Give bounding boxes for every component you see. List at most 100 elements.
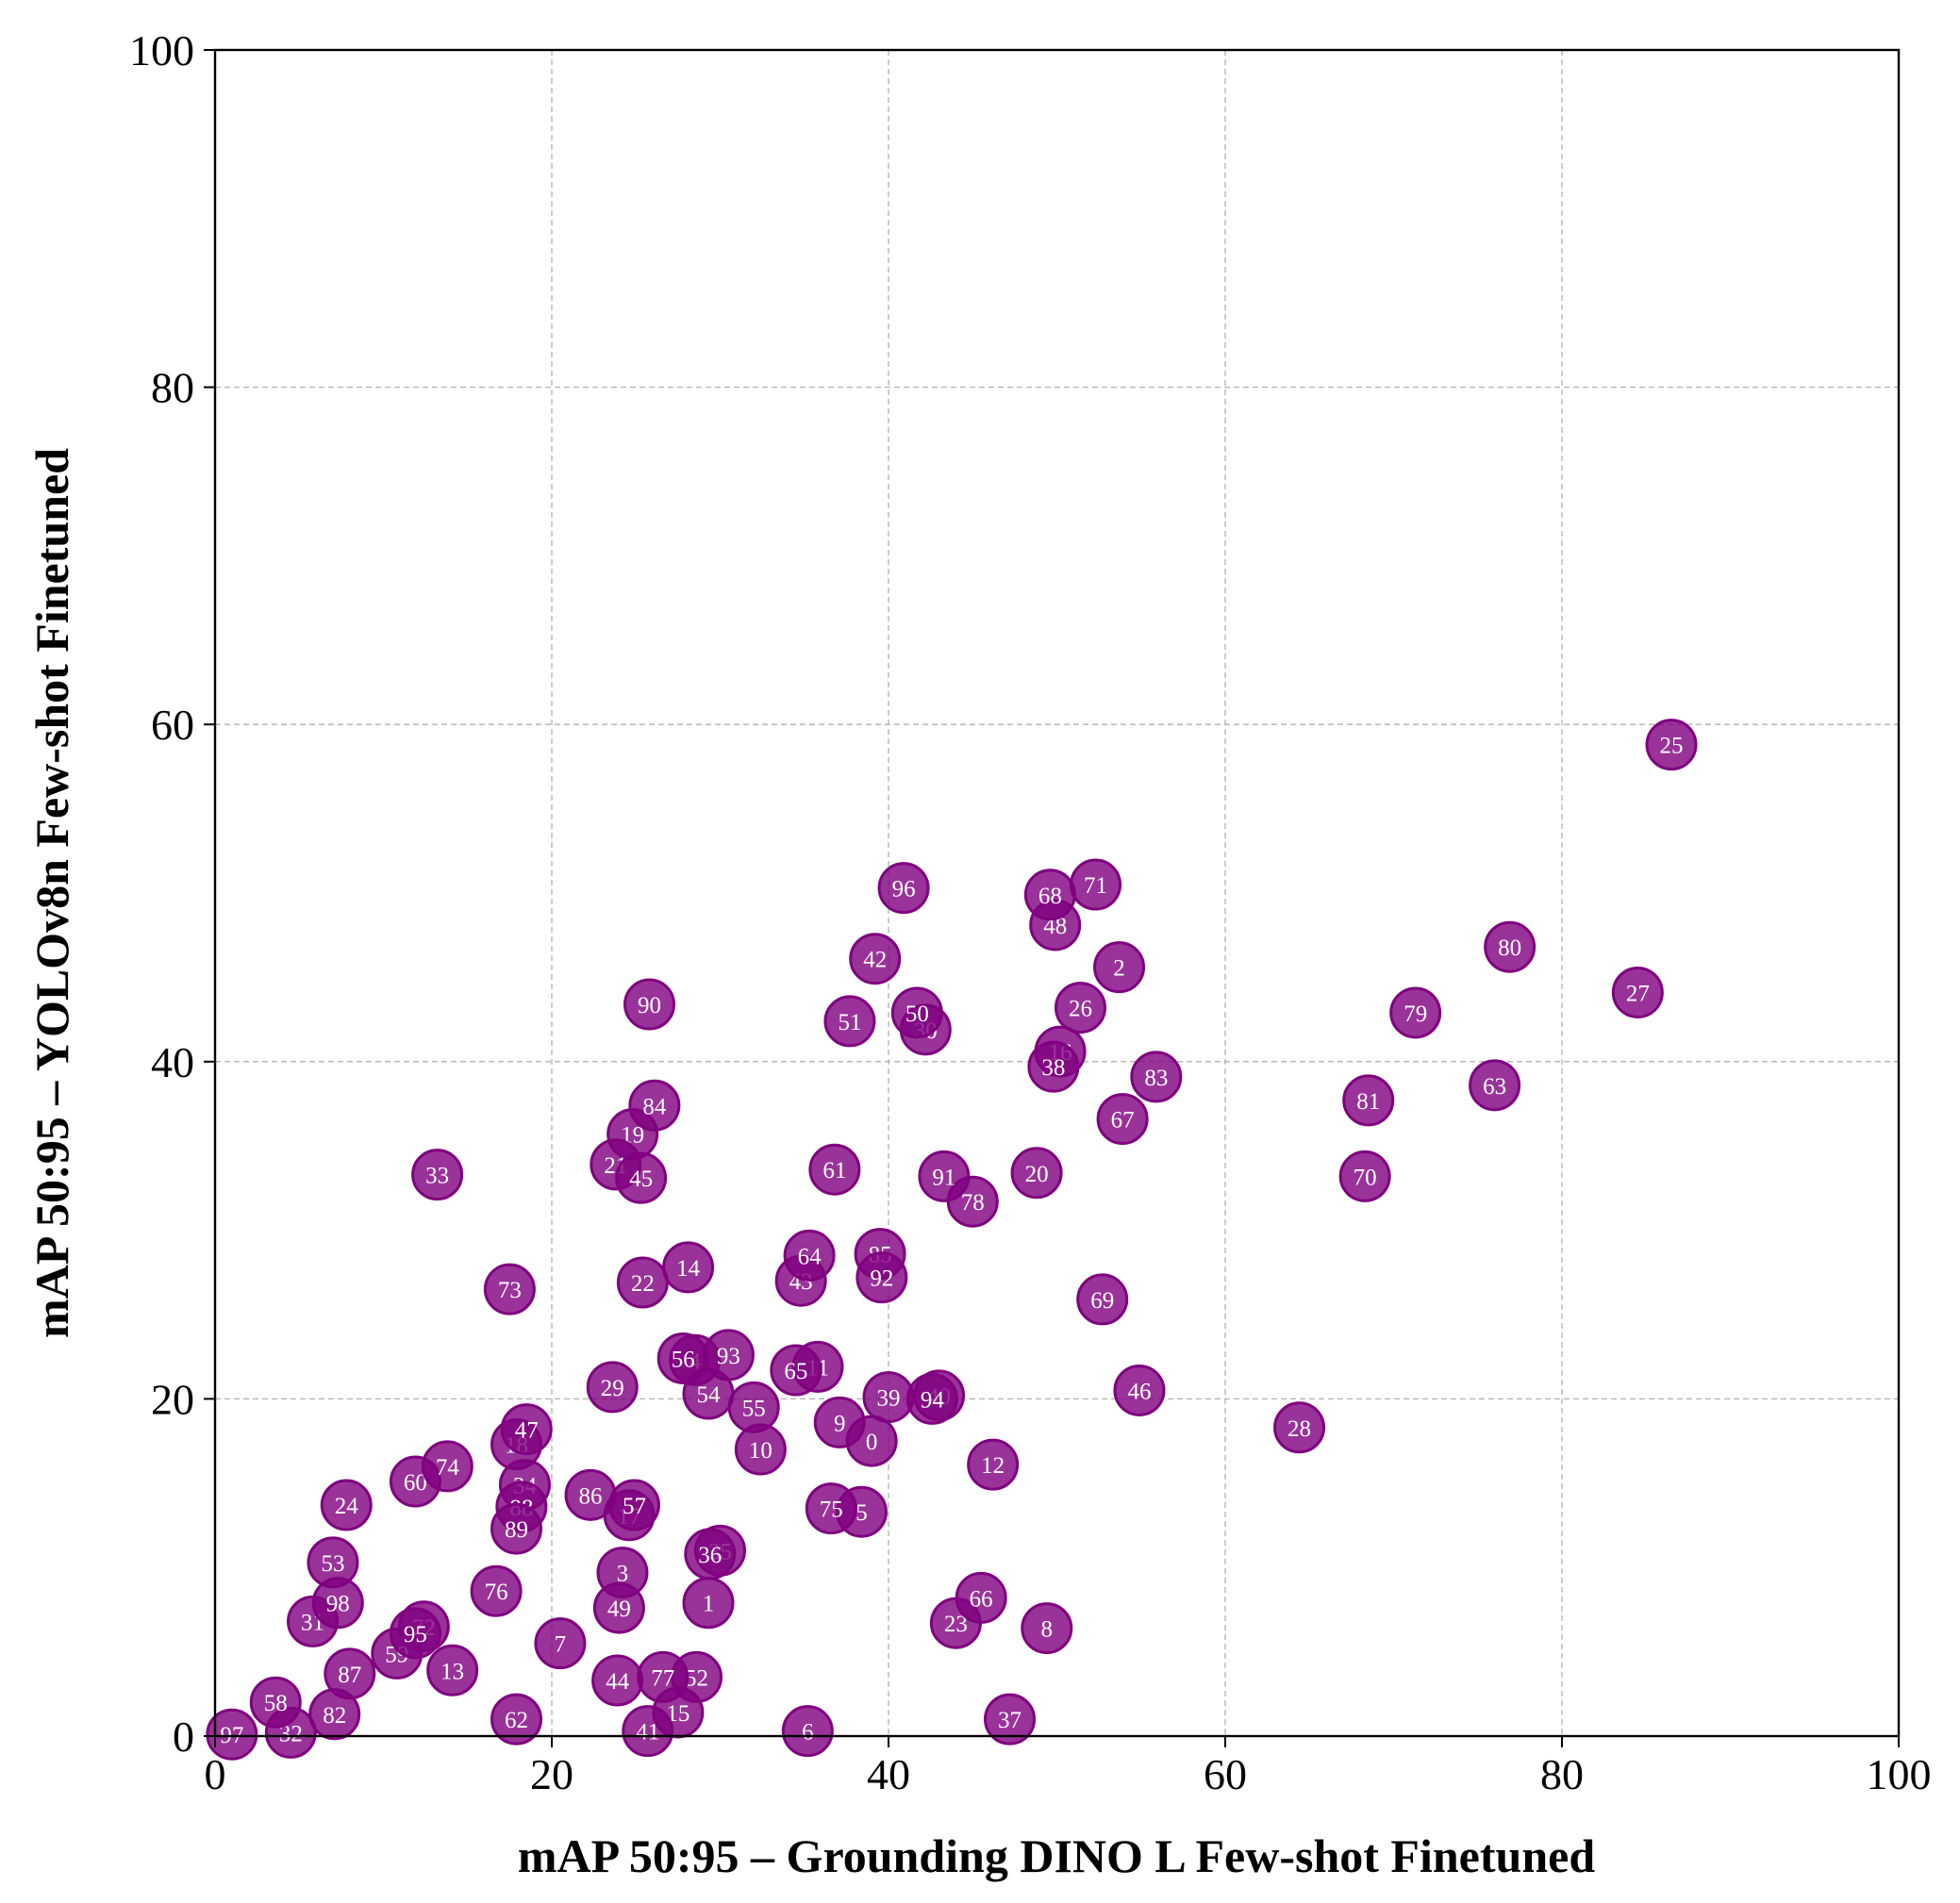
data-point: 86 bbox=[564, 1468, 617, 1521]
data-point: 84 bbox=[628, 1079, 681, 1132]
point-marker bbox=[702, 1329, 755, 1382]
data-point: 54 bbox=[682, 1367, 735, 1420]
point-label: 95 bbox=[404, 1622, 427, 1647]
data-point: 81 bbox=[1342, 1074, 1395, 1127]
point-marker bbox=[783, 1229, 836, 1282]
data-point: 46 bbox=[1113, 1364, 1166, 1416]
point-label: 55 bbox=[742, 1396, 766, 1421]
point-marker bbox=[628, 1079, 681, 1132]
data-point: 2 bbox=[1093, 941, 1146, 994]
point-marker bbox=[622, 1705, 674, 1758]
point-marker bbox=[823, 995, 876, 1048]
point-marker bbox=[855, 1251, 908, 1304]
data-point: 89 bbox=[490, 1502, 543, 1555]
point-label: 41 bbox=[636, 1720, 659, 1746]
data-point: 27 bbox=[1611, 966, 1664, 1018]
point-marker bbox=[684, 1528, 737, 1580]
data-point: 6 bbox=[781, 1705, 834, 1758]
point-label: 79 bbox=[1404, 1001, 1427, 1027]
point-label: 36 bbox=[698, 1543, 722, 1568]
data-point: 41 bbox=[622, 1705, 674, 1758]
point-label: 10 bbox=[749, 1438, 772, 1464]
point-marker bbox=[1070, 858, 1122, 911]
point-label: 2 bbox=[1113, 956, 1125, 982]
point-marker bbox=[1611, 966, 1664, 1018]
data-point: 58 bbox=[249, 1676, 302, 1729]
point-marker bbox=[918, 1150, 971, 1202]
point-marker bbox=[623, 978, 676, 1031]
point-label: 46 bbox=[1127, 1379, 1151, 1404]
point-marker bbox=[389, 1607, 441, 1660]
point-marker bbox=[616, 1256, 669, 1309]
point-label: 86 bbox=[579, 1483, 603, 1509]
data-point: 95 bbox=[389, 1607, 441, 1660]
point-marker bbox=[592, 1581, 645, 1634]
point-marker bbox=[311, 1577, 364, 1630]
data-point: 25 bbox=[1645, 719, 1698, 771]
point-label: 50 bbox=[905, 1001, 929, 1027]
point-label: 63 bbox=[1483, 1074, 1506, 1100]
point-marker bbox=[411, 1149, 464, 1201]
point-label: 70 bbox=[1354, 1165, 1377, 1190]
data-point: 29 bbox=[586, 1361, 639, 1414]
point-marker bbox=[781, 1705, 834, 1758]
point-label: 74 bbox=[436, 1455, 460, 1481]
data-point: 49 bbox=[592, 1581, 645, 1634]
point-label: 71 bbox=[1084, 873, 1107, 899]
data-point: 3 bbox=[596, 1547, 649, 1599]
data-point: 36 bbox=[684, 1528, 737, 1580]
point-marker bbox=[1054, 982, 1106, 1034]
point-label: 28 bbox=[1287, 1416, 1311, 1442]
point-label: 38 bbox=[1041, 1055, 1065, 1081]
y-tick-label: 60 bbox=[151, 701, 194, 749]
point-label: 62 bbox=[505, 1708, 528, 1733]
y-tick-label: 100 bbox=[129, 26, 194, 74]
point-label: 29 bbox=[601, 1376, 624, 1401]
data-point: 47 bbox=[500, 1403, 553, 1456]
x-tick-label: 0 bbox=[205, 1750, 226, 1798]
point-marker bbox=[727, 1381, 780, 1433]
point-label: 66 bbox=[970, 1586, 993, 1612]
point-label: 84 bbox=[642, 1094, 667, 1119]
y-axis-title: mAP 50:95 – YOLOv8n Few-shot Finetuned bbox=[25, 448, 78, 1338]
data-point: 93 bbox=[702, 1329, 755, 1382]
point-label: 7 bbox=[555, 1632, 567, 1658]
point-marker bbox=[1076, 1273, 1129, 1326]
point-label: 3 bbox=[617, 1562, 629, 1587]
point-marker bbox=[1113, 1364, 1166, 1416]
point-label: 24 bbox=[335, 1494, 359, 1519]
data-point: 38 bbox=[1027, 1040, 1080, 1093]
data-point: 39 bbox=[862, 1371, 915, 1424]
point-label: 54 bbox=[697, 1382, 722, 1408]
data-point: 56 bbox=[656, 1332, 709, 1384]
data-point: 42 bbox=[849, 933, 902, 985]
data-point: 79 bbox=[1389, 986, 1442, 1039]
point-marker bbox=[1484, 920, 1536, 973]
point-marker bbox=[1010, 1147, 1063, 1200]
data-point: 70 bbox=[1338, 1150, 1391, 1202]
data-point: 28 bbox=[1273, 1401, 1326, 1454]
point-marker bbox=[1273, 1401, 1326, 1454]
point-label: 90 bbox=[638, 993, 661, 1018]
data-point: 20 bbox=[1010, 1147, 1063, 1200]
point-label: 27 bbox=[1626, 981, 1650, 1006]
point-label: 91 bbox=[932, 1165, 955, 1190]
point-marker bbox=[955, 1571, 1007, 1624]
data-point: 55 bbox=[727, 1381, 780, 1433]
point-label: 13 bbox=[440, 1659, 464, 1684]
point-label: 14 bbox=[676, 1256, 701, 1282]
point-label: 47 bbox=[515, 1418, 539, 1444]
point-label: 68 bbox=[1038, 884, 1062, 909]
point-label: 56 bbox=[672, 1347, 695, 1372]
data-point: 26 bbox=[1054, 982, 1106, 1034]
point-label: 33 bbox=[425, 1164, 449, 1189]
point-label: 26 bbox=[1069, 997, 1092, 1022]
point-marker bbox=[586, 1361, 639, 1414]
point-label: 8 bbox=[1041, 1617, 1054, 1643]
point-marker bbox=[770, 1344, 822, 1397]
point-marker bbox=[490, 1502, 543, 1555]
data-point: 67 bbox=[1096, 1093, 1149, 1146]
data-point: 13 bbox=[426, 1644, 479, 1696]
data-point: 87 bbox=[324, 1647, 376, 1700]
point-label: 77 bbox=[651, 1665, 674, 1691]
